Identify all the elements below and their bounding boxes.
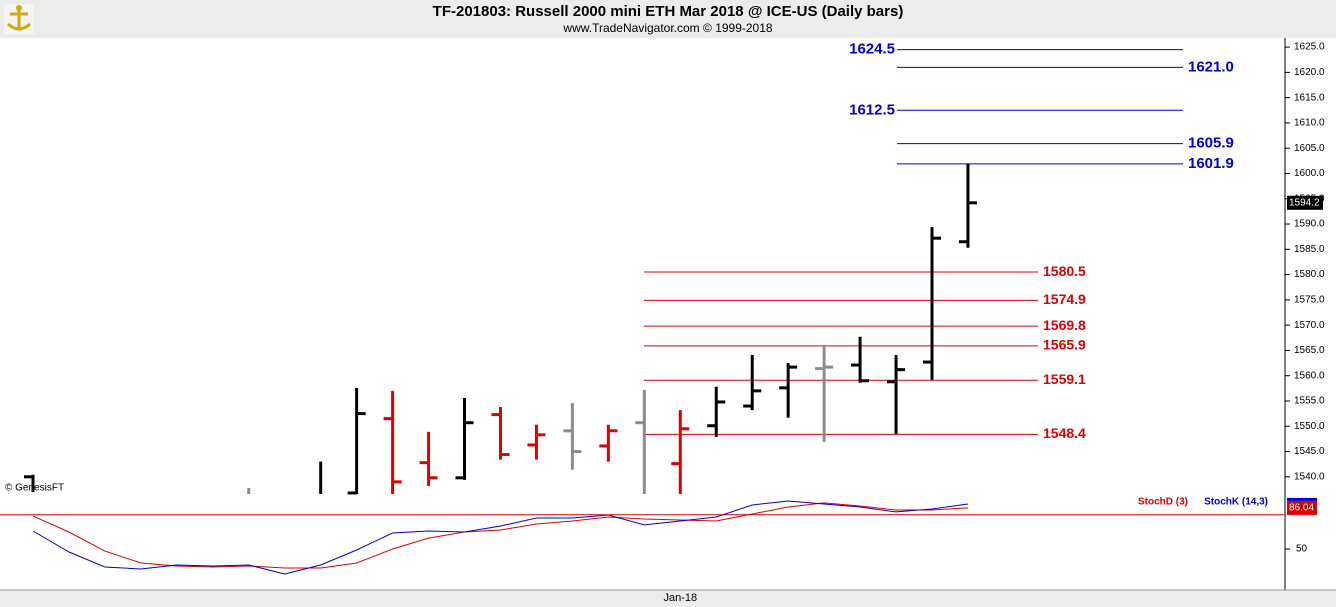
last-price-label: 1594.2 — [1289, 197, 1320, 208]
axes: 1540.0 1545.0 1550.0 1555.0 1560.0 1565.0 1570… — [0, 42, 1325, 604]
legend-label: StochD (3) — [1138, 497, 1188, 508]
y-tick-label: 1565.0 — [1294, 345, 1325, 356]
price-panel: 1580.5 1574.9 1569.8 1565.9 1559.1 1548.4 1624… — [24, 41, 1234, 495]
y-tick-label: 1620.0 — [1294, 67, 1325, 78]
last-price-box — [1287, 195, 1323, 210]
chart-title: TF-201803: Russell 2000 mini ETH Mar 201… — [433, 3, 904, 20]
chart-subtitle: www.TradeNavigator.com © 1999-2018 — [562, 21, 772, 35]
support-label: 1548.4 — [1043, 425, 1086, 441]
header-bg — [0, 0, 1336, 38]
support-label: 1559.1 — [1043, 371, 1086, 387]
resistance-label: 1621.0 — [1188, 58, 1234, 75]
x-tick-label: Jan-18 — [663, 592, 697, 604]
stoch-line — [32, 502, 969, 569]
y-tick-label: 1540.0 — [1294, 471, 1325, 482]
y-tick-label: 1605.0 — [1294, 143, 1325, 154]
y-tick-label: 1550.0 — [1294, 421, 1325, 432]
y-tick-label: 1590.0 — [1294, 219, 1325, 230]
y-tick-label: 1615.0 — [1294, 92, 1325, 103]
support-label: 1569.8 — [1043, 317, 1086, 333]
y-tick-label: 1570.0 — [1294, 320, 1325, 331]
last-value-box-top — [1287, 497, 1317, 501]
resistance-label: 1624.5 — [849, 41, 895, 58]
watermark: © GenesisFT — [5, 483, 64, 494]
y-tick-label: 1625.0 — [1294, 42, 1325, 53]
y-tick-label: 1600.0 — [1294, 168, 1325, 179]
y-tick-label: 1585.0 — [1294, 244, 1325, 255]
support-label: 1574.9 — [1043, 291, 1086, 307]
stoch-line — [32, 500, 969, 575]
footer-bg — [0, 590, 1336, 607]
legend-label: StochK (14,3) — [1204, 497, 1268, 508]
y-tick-label: 1555.0 — [1294, 396, 1325, 407]
stoch-panel — [32, 500, 969, 575]
resistance-label: 1605.9 — [1188, 135, 1234, 152]
y-tick-label: 1560.0 — [1294, 370, 1325, 381]
y-tick-label: 50 — [1296, 544, 1308, 555]
y-tick-label: 1580.0 — [1294, 269, 1325, 280]
y-tick-label: 1575.0 — [1294, 295, 1325, 306]
resistance-label: 1601.9 — [1188, 155, 1234, 172]
support-label: 1565.9 — [1043, 337, 1086, 353]
last-value-box — [1287, 500, 1317, 515]
logo — [4, 4, 34, 34]
last-value-label: 86.04 — [1289, 503, 1314, 514]
y-tick-label: 1610.0 — [1294, 118, 1325, 129]
support-label: 1580.5 — [1043, 263, 1086, 279]
y-tick-label: 1545.0 — [1294, 446, 1325, 457]
resistance-label: 1612.5 — [849, 101, 895, 118]
